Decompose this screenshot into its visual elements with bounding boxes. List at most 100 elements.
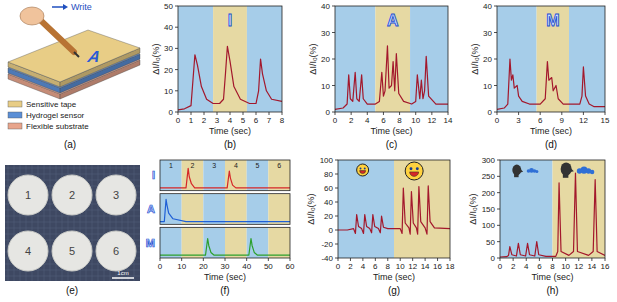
x-tick — [591, 258, 592, 261]
x-tick-label: 2 — [348, 262, 353, 271]
x-tick-label: 2 — [202, 116, 207, 125]
plot-frame — [178, 6, 282, 112]
x-axis-title: Time (sec) — [204, 272, 246, 282]
x-tick-label: 12 — [427, 116, 436, 125]
y-tick — [175, 90, 178, 91]
y-tick — [494, 59, 497, 60]
sound-icon — [535, 170, 538, 173]
x-axis-title: Time (sec) — [370, 126, 412, 136]
x-tick — [415, 112, 416, 115]
y-tick — [175, 48, 178, 49]
x-tick — [425, 258, 426, 261]
plot-frame — [160, 227, 290, 258]
emoji-eye — [364, 168, 366, 170]
legend-swatch — [8, 112, 22, 118]
x-tick — [518, 112, 519, 115]
photo: 1234561cm(e) — [5, 165, 140, 296]
y-axis-title: ΔI/I₀(%) — [468, 193, 478, 224]
y-tick — [335, 174, 338, 175]
x-tick-label: 6 — [538, 116, 543, 125]
y-tick-label: 30 — [321, 29, 330, 38]
y-tick — [494, 85, 497, 86]
x-axis-title: Time (sec) — [373, 272, 415, 282]
x-tick-label: 0 — [176, 116, 181, 125]
x-tick — [450, 258, 451, 261]
x-tick-label: 30 — [221, 262, 230, 271]
photo-grid — [5, 228, 140, 229]
series-line — [160, 168, 290, 188]
y-tick-label: 50 — [486, 238, 495, 247]
photo-grid — [50, 165, 51, 281]
band — [247, 6, 282, 112]
x-tick — [412, 258, 413, 261]
y-tick-label: 0 — [488, 108, 493, 117]
band-label: 2 — [191, 162, 195, 169]
band — [537, 6, 569, 112]
x-tick — [362, 258, 363, 261]
plot-area — [500, 160, 605, 258]
x-tick — [500, 258, 501, 261]
pen-tip — [74, 52, 79, 57]
series-line — [500, 173, 605, 257]
x-tick — [268, 258, 269, 261]
layer-top — [8, 30, 140, 82]
band — [182, 160, 204, 191]
y-tick-label: 30 — [483, 29, 492, 38]
sample-number: 2 — [69, 189, 75, 201]
x-tick-label: 6 — [381, 116, 386, 125]
band — [182, 194, 204, 225]
x-tick-label: 8 — [280, 116, 285, 125]
band — [160, 160, 182, 191]
x-tick — [335, 112, 336, 115]
band — [569, 6, 605, 112]
photo-grid — [134, 165, 135, 281]
y-tick — [332, 6, 335, 7]
sample-number: 6 — [113, 245, 119, 257]
x-tick-label: 4 — [361, 262, 366, 271]
y-tick-label: 200 — [482, 189, 496, 198]
panel-label: (b) — [224, 139, 236, 150]
y-axis-title: ΔI/I₀(%) — [470, 43, 480, 74]
head-icon — [563, 173, 569, 177]
y-tick — [335, 244, 338, 245]
panel-label: (a) — [64, 139, 76, 150]
y-tick — [497, 258, 500, 259]
y-tick-label: 40 — [164, 23, 173, 32]
x-tick — [338, 258, 339, 261]
photo-grid — [8, 165, 9, 281]
x-tick — [387, 258, 388, 261]
y-tick-label: 10 — [483, 82, 492, 91]
photo-grid — [5, 174, 140, 175]
x-tick — [178, 112, 179, 115]
x-tick-label: 14 — [587, 262, 596, 271]
emoji-eye — [416, 167, 419, 170]
chart: 123456IAM0102030405060Time (sec)(f) — [146, 160, 295, 296]
x-tick-label: 0 — [336, 262, 341, 271]
photo-grid — [98, 165, 99, 281]
x-tick-label: 20 — [199, 262, 208, 271]
y-tick — [497, 209, 500, 210]
x-tick — [513, 258, 514, 261]
plot-frame — [500, 160, 605, 258]
series-line — [497, 59, 605, 109]
arrow-head — [63, 4, 68, 10]
band — [203, 160, 225, 191]
y-tick-label: 300 — [482, 156, 496, 165]
sample-disc — [96, 175, 136, 215]
panel-label: (c) — [386, 139, 398, 150]
x-tick-label: 60 — [286, 262, 295, 271]
band — [225, 194, 247, 225]
plot-frame — [160, 160, 290, 191]
scale-bar-label: 1cm — [117, 270, 128, 276]
x-tick-label: 10 — [396, 262, 405, 271]
emoji-mouth — [410, 172, 419, 177]
x-tick — [526, 258, 527, 261]
photo-grid — [5, 168, 140, 169]
band — [268, 160, 290, 191]
y-tick-label: 0 — [169, 108, 174, 117]
band — [500, 160, 553, 258]
y-tick — [497, 176, 500, 177]
x-tick — [552, 258, 553, 261]
arrow — [52, 6, 64, 8]
x-tick-label: 16 — [433, 262, 442, 271]
